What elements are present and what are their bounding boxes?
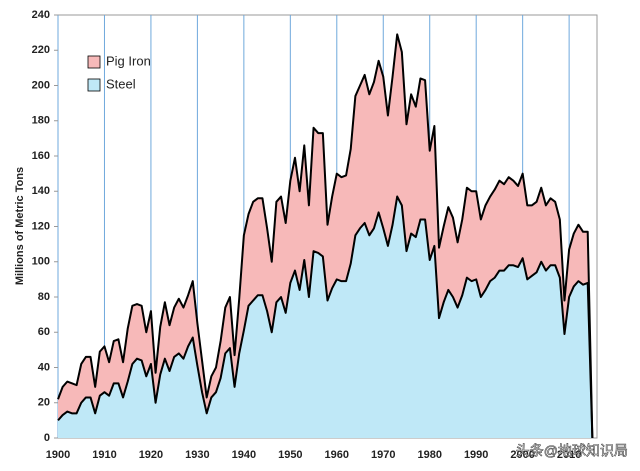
x-tick-label: 2010 [557,449,581,461]
y-tick-label: 60 [38,326,50,338]
x-tick-label: 1900 [46,449,70,461]
y-tick-label: 80 [38,291,50,303]
x-tick-label: 1950 [278,449,302,461]
x-tick-label: 1980 [417,449,441,461]
legend-swatch [87,78,101,92]
legend-label: Steel [106,76,136,91]
area [58,34,593,438]
legend-swatch [87,55,101,69]
x-tick-label: 1990 [464,449,488,461]
line [57,33,594,439]
y-axis-label: Millions of Metric Tons [14,167,26,285]
x-tick-label: 1960 [325,449,349,461]
line [57,195,594,439]
area [58,196,593,438]
watermark: 头条@地球知识局 [516,443,628,459]
x-tick-label: 1970 [371,449,395,461]
y-tick-label: 220 [32,44,50,56]
y-tick-label: 140 [32,185,50,197]
x-tick-label: 1920 [139,449,163,461]
y-tick-label: 100 [32,256,50,268]
x-tick-label: 1930 [185,449,209,461]
y-tick-label: 120 [32,220,50,232]
y-tick-label: 160 [32,150,50,162]
x-tick-label: 2000 [510,449,534,461]
y-tick-label: 40 [38,361,50,373]
y-tick-label: 20 [38,397,50,409]
y-tick-label: 240 [32,9,50,21]
x-tick-label: 1940 [232,449,256,461]
x-tick-label: 1910 [92,449,116,461]
legend-label: Pig Iron [106,53,151,68]
y-tick-label: 180 [32,115,50,127]
y-tick-label: 200 [32,79,50,91]
y-tick-label: 0 [44,432,50,444]
